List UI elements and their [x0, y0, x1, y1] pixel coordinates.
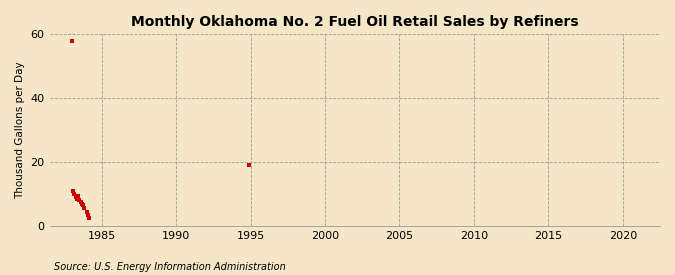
Point: [69, 192, 80, 196]
Y-axis label: Thousand Gallons per Day: Thousand Gallons per Day: [15, 61, 25, 199]
Point: [78, 203, 88, 207]
Point: [76, 201, 87, 206]
Point: [66, 39, 77, 43]
Point: [68, 189, 78, 193]
Point: [82, 209, 92, 214]
Point: [73, 193, 84, 198]
Text: Source: U.S. Energy Information Administration: Source: U.S. Energy Information Administ…: [54, 262, 286, 272]
Point: [75, 200, 86, 204]
Point: [74, 198, 85, 203]
Point: [79, 206, 90, 211]
Point: [244, 163, 254, 167]
Title: Monthly Oklahoma No. 2 Fuel Oil Retail Sales by Refiners: Monthly Oklahoma No. 2 Fuel Oil Retail S…: [131, 15, 578, 29]
Point: [72, 197, 82, 201]
Point: [84, 216, 95, 220]
Point: [70, 195, 81, 199]
Point: [82, 213, 93, 217]
